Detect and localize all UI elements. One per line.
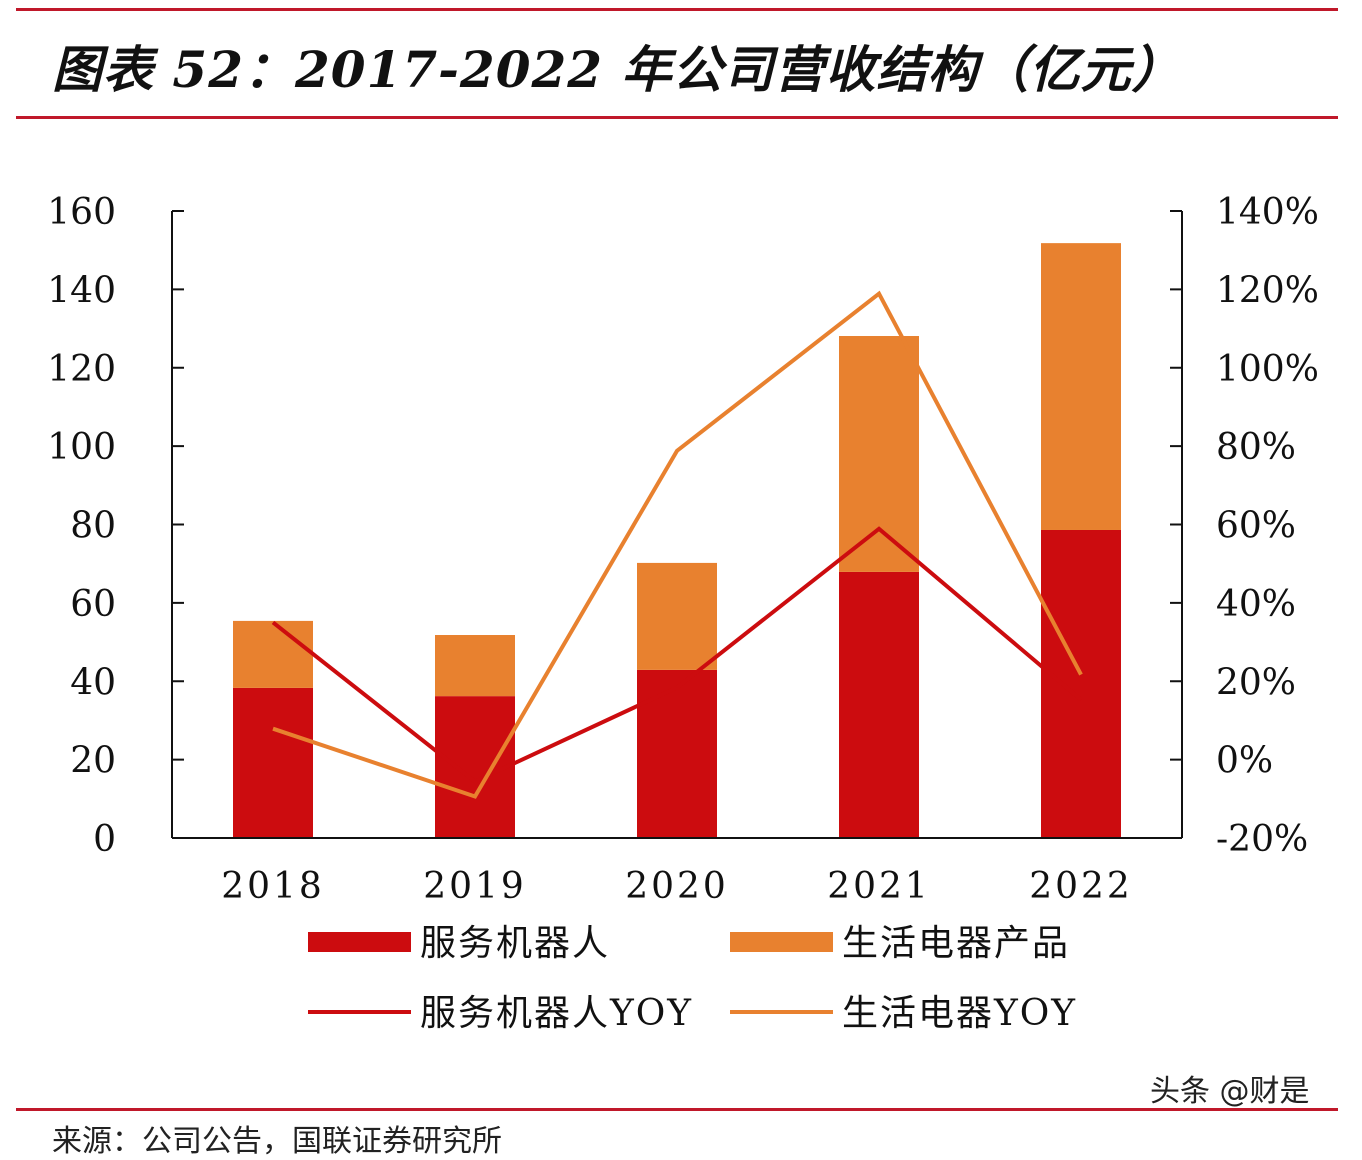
bar-appliance-2018 — [233, 621, 313, 688]
legend-label: 生活电器产品 — [842, 923, 1070, 964]
right-tick-label: 140% — [1216, 192, 1319, 233]
left-tick-label: 20 — [70, 741, 116, 782]
bar-appliance-2020 — [637, 563, 717, 670]
right-tick-label: 40% — [1216, 584, 1296, 625]
bar-appliance-2021 — [839, 336, 919, 572]
legend-swatch — [730, 932, 833, 952]
x-tick-label: 2022 — [1029, 866, 1133, 907]
legend-swatch — [308, 932, 411, 952]
left-tick-label: 0 — [93, 819, 116, 860]
right-tick-label: 20% — [1216, 662, 1296, 703]
x-tick-label: 2020 — [625, 866, 729, 907]
right-tick-label: 0% — [1216, 741, 1273, 782]
legend-label: 服务机器人 — [420, 923, 610, 964]
right-tick-label: -20% — [1216, 819, 1308, 860]
legend-label: 生活电器YOY — [842, 993, 1077, 1034]
bar-robot-2020 — [637, 670, 717, 838]
bar-appliance-2019 — [435, 635, 515, 696]
left-tick-label: 100 — [47, 427, 116, 468]
x-tick-label: 2018 — [221, 866, 325, 907]
x-tick-label: 2021 — [827, 866, 931, 907]
bar-robot-2021 — [839, 572, 919, 838]
watermark: 头条 @财是 — [1150, 1066, 1310, 1110]
legend-label: 服务机器人YOY — [420, 993, 693, 1034]
left-tick-label: 120 — [47, 349, 116, 390]
left-tick-label: 60 — [70, 584, 116, 625]
left-tick-label: 40 — [70, 662, 116, 703]
x-tick-label: 2019 — [423, 866, 527, 907]
bar-robot-2018 — [233, 688, 313, 838]
right-tick-label: 120% — [1216, 270, 1319, 311]
source-note: 来源：公司公告，国联证券研究所 — [52, 1116, 502, 1160]
left-tick-label: 160 — [47, 192, 116, 233]
chart: 0 20 40 60 80 100 120 140 160 -20% 0% 20% 40% 60% 80% 1… — [0, 0, 1362, 1134]
bar-appliance-2022 — [1041, 243, 1121, 530]
bar-robot-2022 — [1041, 530, 1121, 838]
right-tick-label: 60% — [1216, 506, 1296, 547]
bottom-rule — [16, 1108, 1338, 1111]
left-tick-label: 80 — [70, 506, 116, 547]
right-tick-label: 100% — [1216, 349, 1319, 390]
right-tick-label: 80% — [1216, 427, 1296, 468]
left-tick-label: 140 — [47, 270, 116, 311]
